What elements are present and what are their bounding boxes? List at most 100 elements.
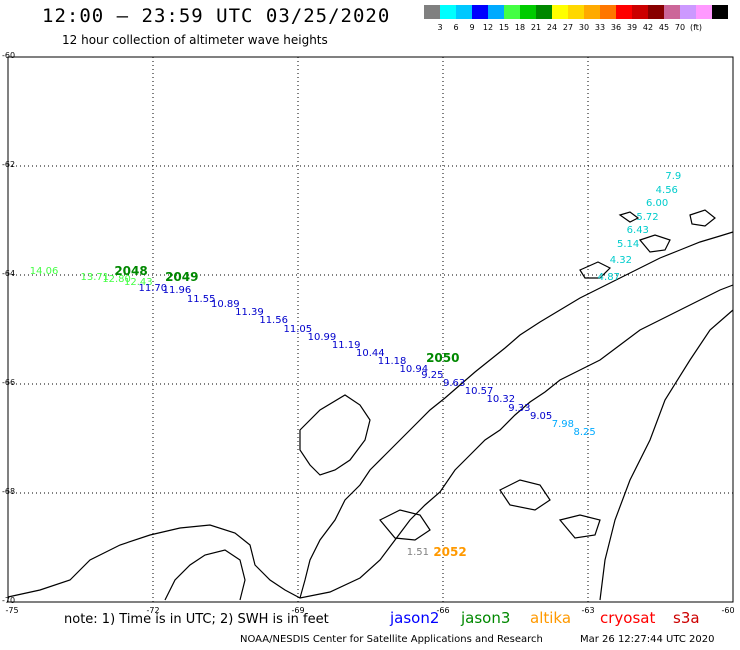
colorbar-swatch	[536, 5, 552, 19]
colorbar-swatch	[696, 5, 712, 19]
coastline-alexander-island	[299, 394, 371, 476]
wave-height-value: 11.39	[235, 307, 264, 319]
lon-tick-label: -69	[291, 606, 305, 615]
lon-tick-label: -75	[5, 606, 19, 615]
coastline-island-a	[379, 509, 431, 541]
colorbar-swatch	[568, 5, 584, 19]
colorbar-label: 12	[482, 23, 494, 32]
wave-height-value: 5.14	[617, 239, 640, 251]
pass-number: 2048	[114, 264, 148, 279]
wave-height-value: 10.44	[356, 348, 385, 360]
wave-height-value: 1.51	[406, 546, 430, 558]
colorbar-swatch	[616, 5, 632, 19]
colorbar-swatch	[456, 5, 472, 19]
colorbar-label: 9	[469, 23, 475, 32]
wave-height-value: 9.05	[530, 410, 553, 422]
wave-height-value: 10.99	[307, 331, 337, 343]
wave-height-value: 11.19	[331, 339, 361, 351]
colorbar-label: 6	[453, 23, 459, 32]
lon-tick-label: -63	[581, 606, 595, 615]
wave-height-value: 11.55	[186, 293, 216, 305]
satellite-legend-altika: altika	[530, 609, 572, 627]
colorbar-label: (ft)	[689, 23, 703, 32]
colorbar-label: 27	[562, 23, 574, 32]
satellite-legend-cryosat: cryosat	[600, 609, 656, 627]
colorbar-label: 42	[642, 23, 654, 32]
wave-height-value: 14.06	[29, 266, 59, 278]
colorbar-label: 39	[626, 23, 638, 32]
colorbar-swatch	[424, 5, 440, 19]
satellite-legend-jason3: jason3	[461, 609, 511, 627]
pass-number: 2052	[433, 544, 467, 559]
satellite-legend-jason2: jason2	[390, 609, 440, 627]
colorbar-label: 18	[514, 23, 526, 32]
credit-line: NOAA/NESDIS Center for Satellite Applica…	[240, 634, 543, 645]
colorbar-label: 21	[530, 23, 542, 32]
colorbar-swatch	[488, 5, 504, 19]
lon-tick-label: -66	[436, 606, 450, 615]
wave-height-value: 11.96	[162, 285, 192, 297]
generation-timestamp: Mar 26 12:27:44 UTC 2020	[580, 634, 715, 645]
colorbar-swatch	[680, 5, 696, 19]
wave-height-value: 9.25	[421, 369, 444, 381]
wave-height-value: 6.00	[646, 198, 669, 210]
colorbar-swatch	[504, 5, 520, 19]
wave-height-value: 9.33	[508, 402, 531, 414]
colorbar-label: 33	[594, 23, 606, 32]
lat-tick-label: -68	[2, 487, 16, 496]
map-frame	[7, 56, 734, 603]
lat-tick-label: -70	[2, 596, 16, 605]
wave-height-value: 4.87	[597, 271, 620, 283]
wave-height-value: 7.9	[665, 170, 682, 182]
colorbar-label: 30	[578, 23, 590, 32]
colorbar-label: 3	[437, 23, 443, 32]
colorbar-label: 36	[610, 23, 622, 32]
coastline-peninsula-tip	[299, 231, 734, 599]
coastline-island-b	[499, 479, 551, 511]
wave-height-value: 4.32	[609, 255, 633, 267]
satellite-legend-s3a: s3a	[673, 609, 700, 627]
pass-number: 2049	[165, 269, 199, 284]
wave-height-value: 12.80	[102, 274, 131, 286]
wave-height-value: 10.32	[486, 394, 516, 406]
coastline-island-f	[618, 211, 640, 223]
lat-tick-label: -64	[2, 269, 16, 278]
wave-height-value: 11.18	[377, 356, 407, 368]
graticule	[8, 57, 733, 602]
wave-height-value: 12.43	[124, 277, 153, 289]
wave-height-value: 7.98	[551, 418, 575, 430]
wave-height-value: 9.63	[443, 378, 466, 389]
colorbar-swatch	[632, 5, 648, 19]
coastline-island-c	[558, 514, 601, 539]
map-title: 12:00 – 23:59 UTC 03/25/2020	[42, 5, 391, 27]
wave-height-value: 13.71	[80, 271, 110, 283]
lon-tick-label: -72	[146, 606, 160, 615]
coastline-antarctic-peninsula	[7, 284, 734, 599]
colorbar-swatch	[552, 5, 568, 19]
lat-tick-label: -60	[2, 51, 16, 60]
lat-tick-label: -62	[2, 160, 16, 169]
coastline-south-shelf	[164, 549, 246, 601]
coastline	[7, 209, 734, 601]
wave-height-value: 11.70	[138, 282, 168, 294]
colorbar-swatch	[520, 5, 536, 19]
coastline-island-d	[638, 234, 671, 253]
colorbar-label: 45	[658, 23, 670, 32]
colorbar-swatch	[648, 5, 664, 19]
colorbar-swatch	[472, 5, 488, 19]
colorbar-swatch	[600, 5, 616, 19]
colorbar-swatch	[664, 5, 680, 19]
wave-height-value: 5.72	[636, 211, 659, 223]
colorbar-swatch	[440, 5, 456, 19]
wave-height-value: 10.94	[399, 364, 429, 376]
coastline-east-shore	[599, 309, 734, 601]
colorbar-swatch	[712, 5, 728, 19]
wave-height-value: 4.56	[655, 184, 678, 196]
wave-height-value: 10.57	[464, 386, 494, 398]
colorbar-label: 70	[674, 23, 686, 32]
units-note: note: 1) Time is in UTC; 2) SWH is in fe…	[64, 612, 329, 627]
wave-height-value: 11.56	[259, 315, 288, 327]
coastline-island-e	[689, 209, 716, 227]
lon-tick-label: -60	[721, 606, 735, 615]
